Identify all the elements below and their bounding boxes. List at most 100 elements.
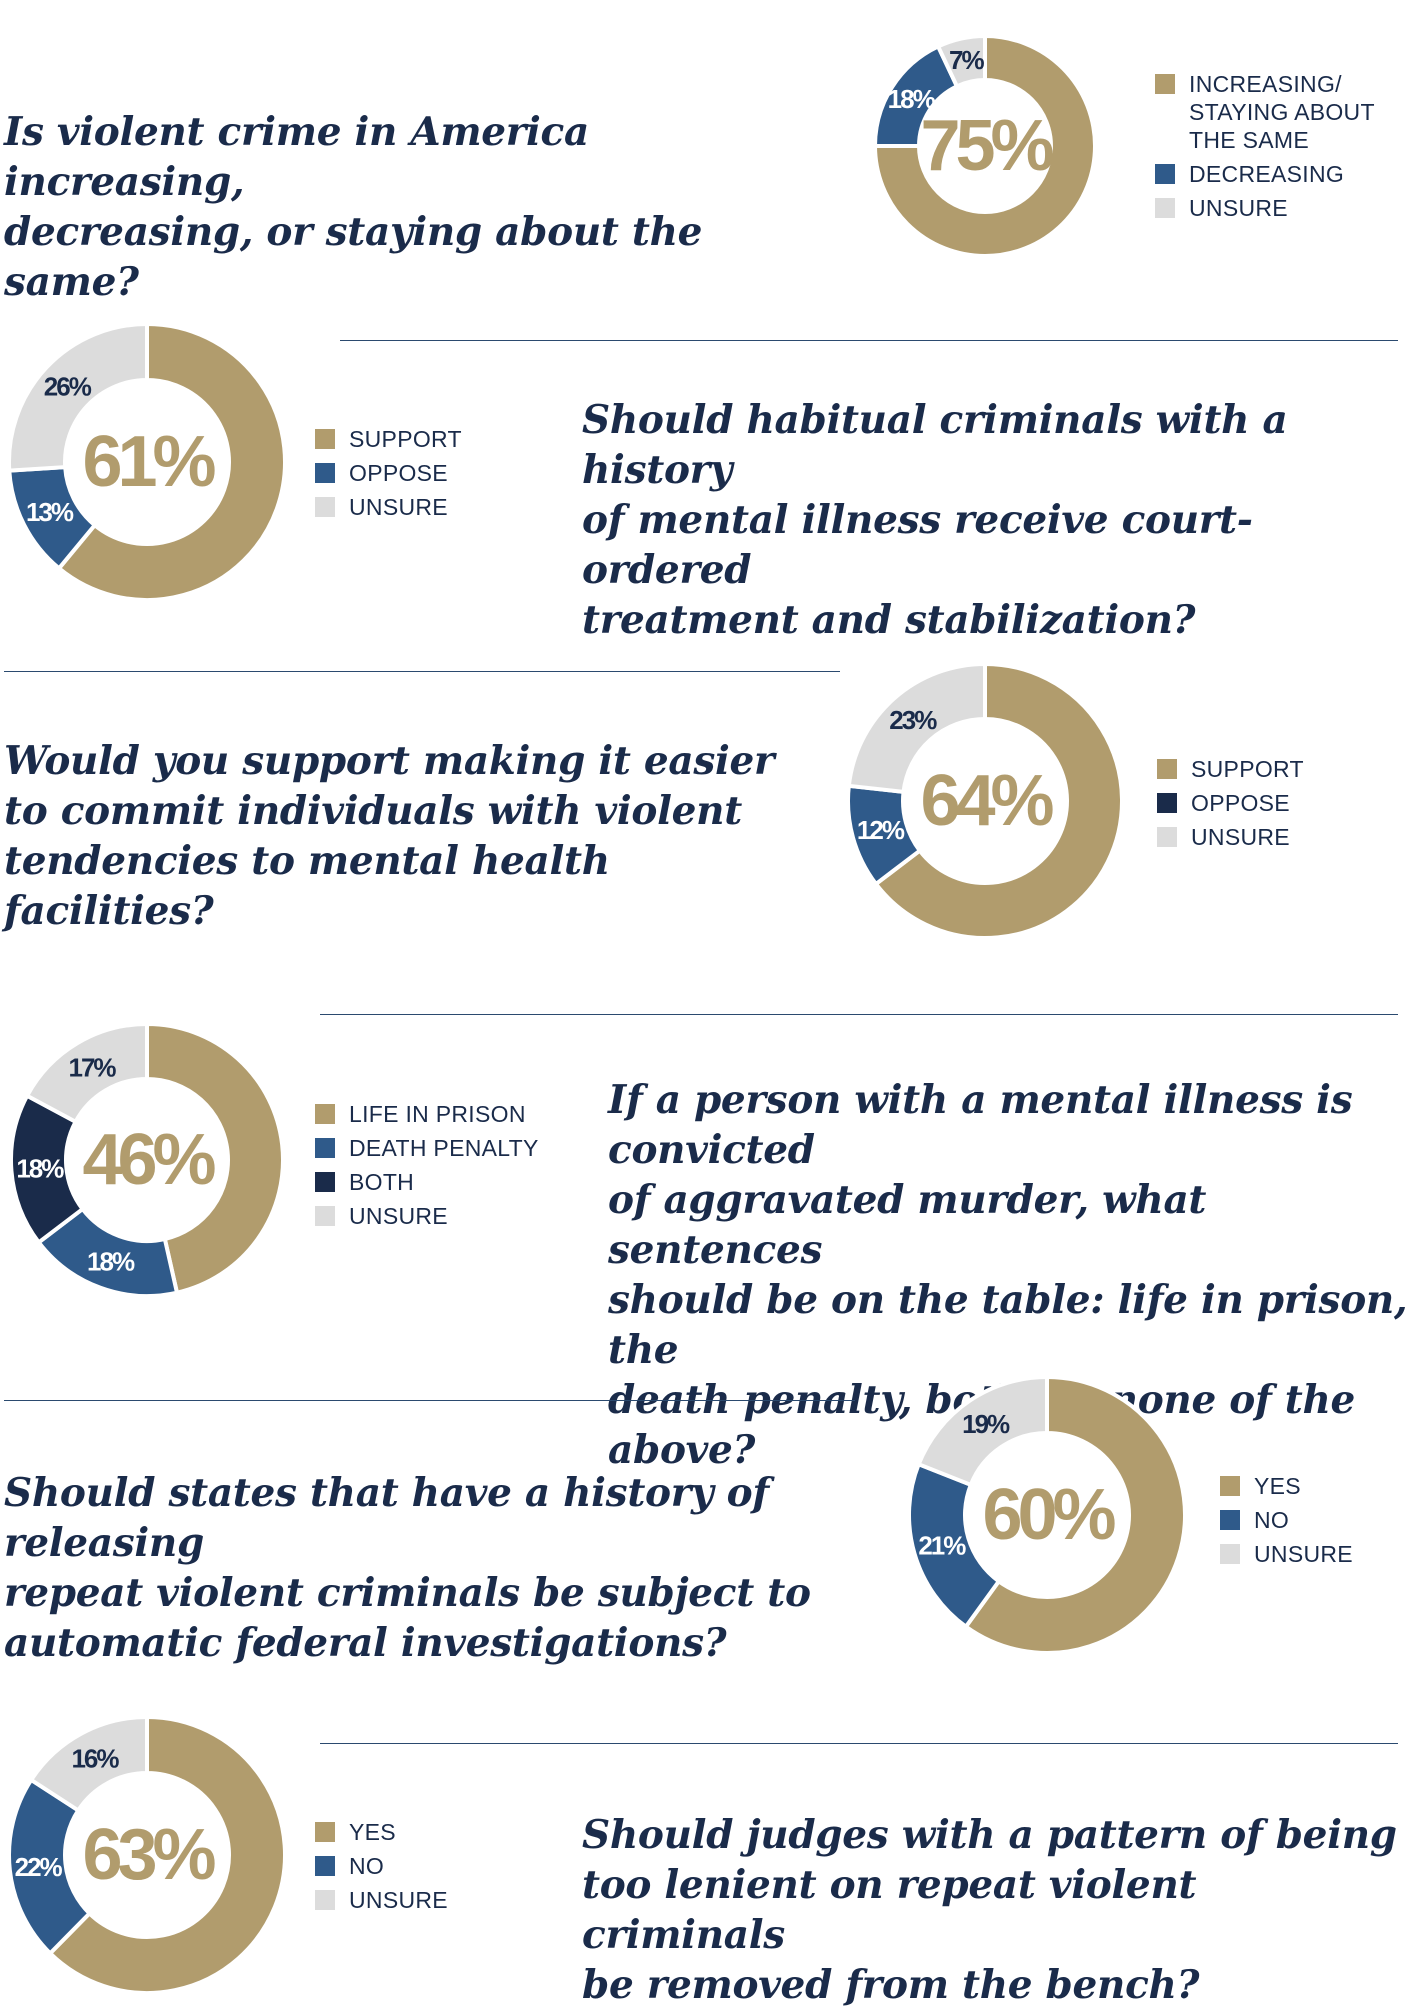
slice-value-label: 12% xyxy=(857,815,905,845)
donut-chart: 13% 26% 61% xyxy=(7,321,287,602)
legend-label: UNSURE xyxy=(349,1203,448,1229)
legend-label: UNSURE xyxy=(349,1887,448,1913)
poll-section-1: Is violent crime in America increasing, … xyxy=(0,0,1415,305)
legend-swatch xyxy=(315,1890,335,1910)
legend-item: UNSURE xyxy=(315,1886,448,1914)
section-divider xyxy=(320,1014,1398,1015)
legend-item: BOTH xyxy=(315,1168,539,1196)
legend-item: LIFE IN PRISON xyxy=(315,1100,539,1128)
legend-label: DEATH PENALTY xyxy=(349,1135,539,1161)
legend-label: OPPOSE xyxy=(1191,790,1290,816)
legend-item: DEATH PENALTY xyxy=(315,1134,539,1162)
legend-label: NO xyxy=(349,1853,385,1879)
legend-swatch xyxy=(315,497,335,517)
question-text: Should habitual criminals with a history… xyxy=(582,397,1288,643)
chart-legend: INCREASING/ STAYING ABOUT THE SAME DECREA… xyxy=(1155,70,1375,228)
section-divider xyxy=(340,340,1398,341)
legend-label: DECREASING xyxy=(1189,161,1345,187)
donut-slice xyxy=(963,1374,1187,1655)
legend-item: YES xyxy=(315,1818,448,1846)
legend-swatch xyxy=(315,1172,335,1192)
section-divider xyxy=(320,1743,1398,1744)
legend-label: SUPPORT xyxy=(1191,756,1304,782)
legend-swatch xyxy=(1155,74,1175,94)
center-percentage: 64% xyxy=(920,761,1053,841)
legend-item: NO xyxy=(315,1852,448,1880)
chart-legend: YES NO UNSURE xyxy=(315,1818,448,1920)
donut-slice xyxy=(56,321,287,602)
donut-slice xyxy=(846,661,987,795)
center-percentage: 75% xyxy=(920,106,1053,186)
slice-value-label: 18% xyxy=(87,1246,135,1276)
donut-slice xyxy=(873,661,1124,940)
legend-label: UNSURE xyxy=(1191,824,1290,850)
center-percentage: 60% xyxy=(982,1475,1115,1555)
legend-item: UNSURE xyxy=(1220,1540,1353,1568)
legend-swatch xyxy=(1220,1544,1240,1564)
legend-swatch xyxy=(1220,1510,1240,1530)
donut-slice xyxy=(24,1021,149,1125)
slice-value-label: 18% xyxy=(16,1154,64,1184)
slice-value-label: 21% xyxy=(918,1531,966,1561)
chart-legend: LIFE IN PRISON DEATH PENALTY BOTH UNSURE xyxy=(315,1100,539,1236)
donut-chart: 22% 16% 63% xyxy=(7,1714,287,1995)
legend-swatch xyxy=(1157,827,1177,847)
legend-label: BOTH xyxy=(349,1169,415,1195)
legend-label: NO xyxy=(1254,1507,1290,1533)
question-text: If a person with a mental illness is con… xyxy=(608,1077,1408,1473)
question-text: Should judges with a pattern of being to… xyxy=(582,1812,1397,2008)
slice-value-label: 26% xyxy=(44,372,92,402)
legend-swatch xyxy=(1220,1476,1240,1496)
legend-label: SUPPORT xyxy=(349,426,462,452)
legend-swatch xyxy=(315,1104,335,1124)
donut-slice xyxy=(916,1374,1049,1488)
legend-swatch xyxy=(315,1138,335,1158)
donut-chart: 12% 23% 64% xyxy=(846,661,1124,940)
donut-slice xyxy=(47,1714,287,1995)
legend-item: OPPOSE xyxy=(315,459,462,487)
legend-label: UNSURE xyxy=(1254,1541,1353,1567)
center-percentage: 46% xyxy=(82,1120,215,1200)
legend-label: UNSURE xyxy=(349,494,448,520)
legend-swatch xyxy=(1157,759,1177,779)
slice-value-label: 23% xyxy=(889,705,937,735)
chart-legend: SUPPORT OPPOSE UNSURE xyxy=(315,425,462,527)
slice-value-label: 7% xyxy=(949,45,984,75)
donut-slice xyxy=(935,33,987,89)
legend-swatch xyxy=(1157,793,1177,813)
legend-label: OPPOSE xyxy=(349,460,448,486)
legend-label: YES xyxy=(1254,1473,1301,1499)
legend-swatch xyxy=(1155,164,1175,184)
legend-swatch xyxy=(315,1206,335,1226)
legend-item: UNSURE xyxy=(315,1202,539,1230)
section-divider xyxy=(4,1400,855,1401)
donut-slice xyxy=(28,1714,149,1814)
section-divider xyxy=(4,671,840,672)
legend-item: UNSURE xyxy=(1157,823,1304,851)
legend-item: SUPPORT xyxy=(1157,755,1304,783)
legend-item: UNSURE xyxy=(315,493,462,521)
slice-value-label: 13% xyxy=(26,497,74,527)
legend-swatch xyxy=(315,429,335,449)
legend-item: DECREASING xyxy=(1155,160,1375,188)
slice-value-label: 17% xyxy=(68,1052,116,1082)
donut-slice xyxy=(7,1777,93,1957)
donut-chart: 18% 18% 17% 46% xyxy=(9,1021,286,1298)
legend-swatch xyxy=(315,1822,335,1842)
legend-item: INCREASING/ STAYING ABOUT THE SAME xyxy=(1155,70,1375,154)
legend-item: OPPOSE xyxy=(1157,789,1304,817)
question-text: Would you support making it easier to co… xyxy=(4,738,775,934)
legend-swatch xyxy=(315,463,335,483)
donut-chart: 18% 7% 75% xyxy=(872,33,1097,258)
legend-label: LIFE IN PRISON xyxy=(349,1101,526,1127)
legend-item: NO xyxy=(1220,1506,1353,1534)
donut-slice xyxy=(7,321,149,473)
slice-value-label: 16% xyxy=(71,1743,119,1773)
slice-value-label: 18% xyxy=(888,84,936,114)
question-text: Is violent crime in America increasing, … xyxy=(4,109,703,305)
slice-value-label: 19% xyxy=(962,1409,1010,1439)
center-percentage: 63% xyxy=(82,1815,215,1895)
question-text: Should states that have a history of rel… xyxy=(4,1470,811,1666)
legend-label: YES xyxy=(349,1819,396,1845)
legend-swatch xyxy=(1155,198,1175,218)
